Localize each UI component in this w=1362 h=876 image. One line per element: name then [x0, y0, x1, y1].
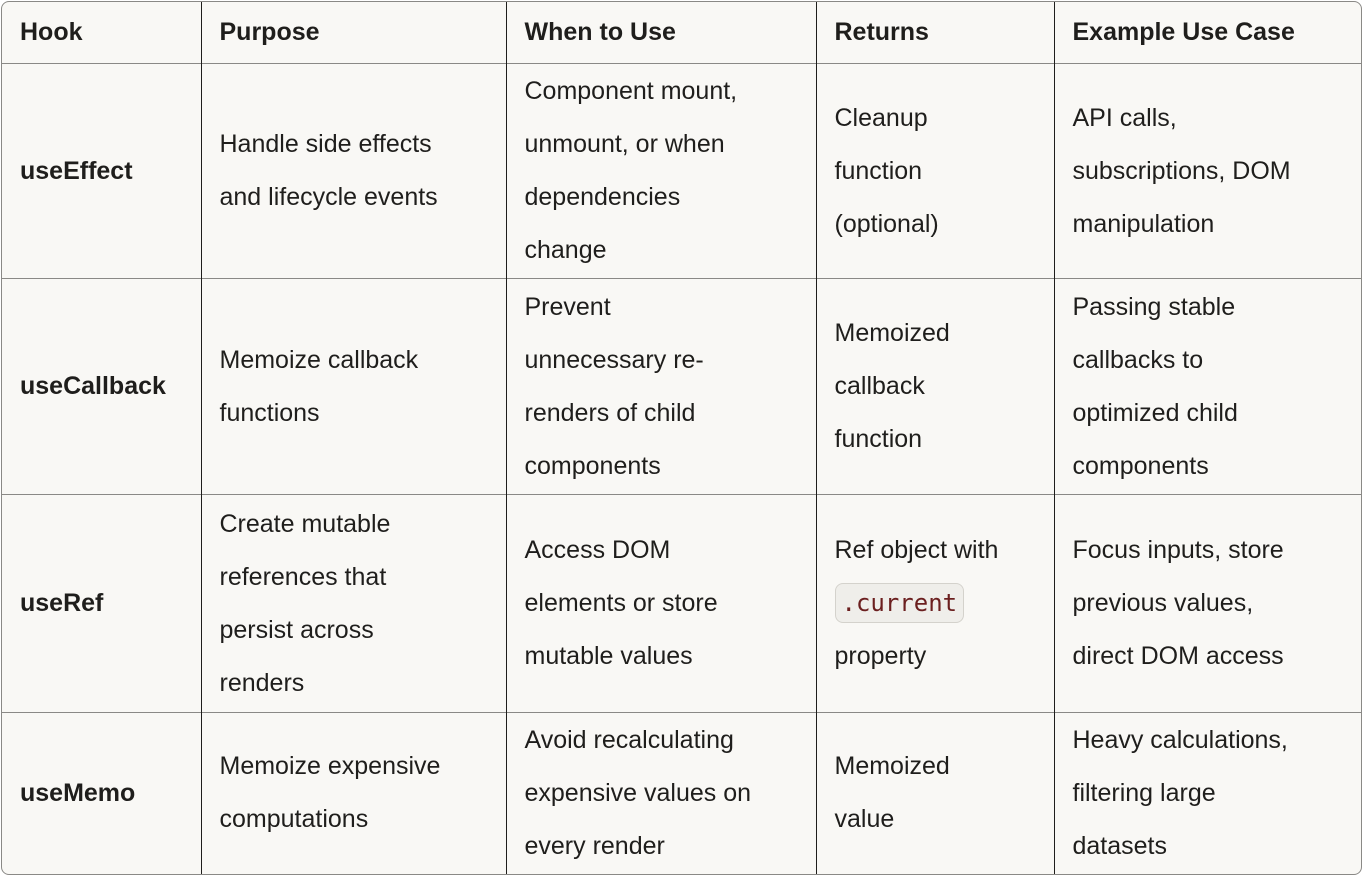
- cell-line: function: [834, 156, 923, 185]
- cell-purpose: Memoize callback functions: [200, 278, 506, 495]
- cell-line: renders: [219, 668, 305, 697]
- cell-line: callbacks to: [1072, 345, 1204, 374]
- header-hook: Hook: [20, 18, 83, 46]
- cell-hook: useMemo: [2, 712, 201, 874]
- cell-hook: useEffect: [2, 63, 201, 279]
- cell-line: Ref object with: [834, 536, 999, 564]
- header-row: Hook Purpose When to Use Returns Example…: [2, 2, 1361, 64]
- cell-line: references that: [219, 562, 387, 591]
- cell-line: Memoized: [834, 752, 950, 781]
- cell-line: change: [524, 236, 607, 264]
- cell-when: Avoid recalculating expensive values on ev…: [505, 712, 816, 874]
- cell-line: components: [524, 451, 661, 480]
- cell-line: Prevent: [524, 292, 611, 321]
- header-when-to-use: When to Use: [505, 2, 816, 64]
- table-row: useCallback Memoize callback functions Prev…: [2, 278, 1361, 495]
- cell-when: Prevent unnecessary re-renders of child co…: [505, 278, 816, 495]
- cell-line: persist across: [219, 615, 374, 644]
- header-purpose: Purpose: [200, 2, 506, 64]
- cell-line: manipulation: [1072, 209, 1215, 238]
- cell-line: .current: [834, 577, 1036, 630]
- cell-purpose: Create mutable references that persist acr…: [200, 494, 506, 713]
- cell-hook: useCallback: [2, 278, 201, 495]
- cell-purpose: Handle side effects and lifecycle events: [200, 63, 506, 279]
- cell-example: API calls, subscriptions, DOM manipulation: [1053, 63, 1361, 279]
- cell-line: unmount, or when: [524, 130, 725, 158]
- cell-line: Passing stable: [1072, 292, 1236, 321]
- cell-line: functions: [219, 398, 320, 427]
- cell-line: computations: [219, 805, 369, 834]
- cell-example: Passing stable callbacks to optimized chil…: [1053, 278, 1361, 495]
- cell-purpose: Memoize expensive computations: [200, 712, 506, 874]
- cell-when: Component mount, unmount, or when dependen…: [505, 63, 816, 279]
- cell-line: dependencies: [524, 183, 681, 211]
- cell-line: Memoized: [834, 319, 950, 347]
- cell-line: (optional): [834, 209, 939, 238]
- cell-line: expensive values on: [524, 778, 752, 807]
- cell-returns: Ref object with .current property: [815, 494, 1054, 713]
- cell-returns: Memoized value: [815, 712, 1054, 874]
- cell-example: Heavy calculations, filtering large datase…: [1053, 712, 1361, 874]
- cell-when: Access DOM elements or store mutable value…: [505, 494, 816, 713]
- cell-line: direct DOM access: [1072, 642, 1284, 670]
- cell-returns: Memoized callback function: [815, 278, 1054, 495]
- inline-code: .current: [834, 583, 965, 623]
- cell-line: property: [834, 642, 927, 670]
- cell-example: Focus inputs, store previous values, direc…: [1053, 494, 1361, 713]
- cell-line: Handle side effects: [219, 130, 432, 158]
- table-row: useMemo Memoize expensive computations Avoi…: [2, 712, 1361, 874]
- cell-line: datasets: [1072, 831, 1168, 860]
- cell-line: elements or store: [524, 589, 718, 617]
- header-returns: Returns: [815, 2, 1054, 64]
- cell-line: and lifecycle events: [219, 183, 438, 211]
- cell-line: filtering large: [1072, 778, 1216, 807]
- cell-line: Focus inputs, store: [1072, 536, 1284, 564]
- cell-line: Access DOM: [524, 536, 671, 564]
- cell-line: Memoize callback: [219, 345, 419, 374]
- cell-hook: useRef: [2, 494, 201, 713]
- table-row: useEffect Handle side effects and lifecycl…: [2, 63, 1361, 279]
- cell-line: API calls,: [1072, 103, 1177, 132]
- cell-line: optimized child: [1072, 398, 1238, 427]
- cell-line: Memoize expensive: [219, 752, 441, 781]
- cell-line: subscriptions, DOM: [1072, 156, 1291, 185]
- cell-line: callback: [834, 372, 925, 400]
- cell-returns: Cleanup function (optional): [815, 63, 1054, 279]
- cell-line: renders of child: [524, 398, 696, 427]
- cell-line: Cleanup: [834, 103, 928, 132]
- cell-line: value: [834, 805, 895, 834]
- table-row: useRef Create mutable references that persi…: [2, 494, 1361, 713]
- cell-line: Avoid recalculating: [524, 725, 734, 754]
- cell-line: function: [834, 425, 923, 453]
- cell-line: unnecessary re-: [524, 345, 704, 374]
- cell-line: every render: [524, 831, 665, 860]
- cell-line: previous values,: [1072, 589, 1254, 617]
- cell-line: components: [1072, 451, 1209, 480]
- cell-line: Component mount,: [524, 77, 738, 105]
- cell-line: Create mutable: [219, 509, 391, 538]
- cell-line: Heavy calculations,: [1072, 725, 1288, 754]
- cell-line: mutable values: [524, 642, 693, 670]
- header-example-use-case: Example Use Case: [1053, 2, 1361, 64]
